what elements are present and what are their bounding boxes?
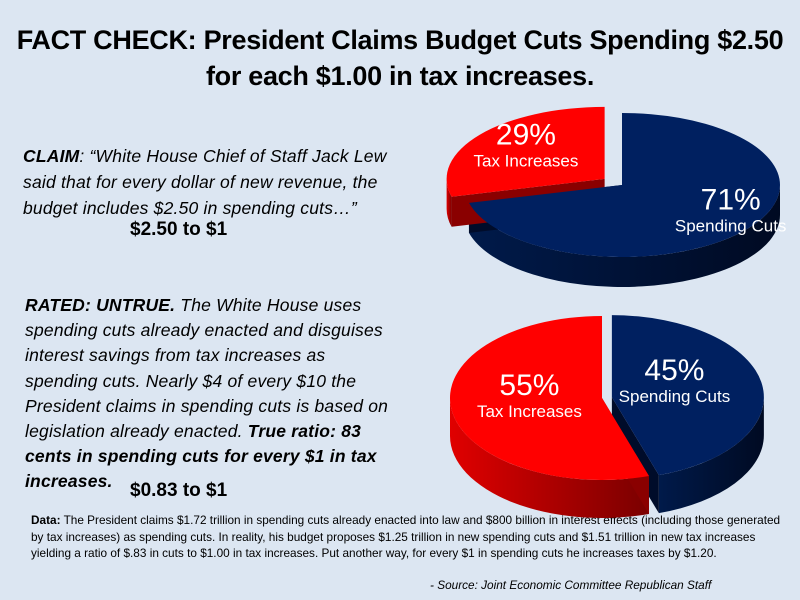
rating-true-ratio: True ratio: 83 cents in spending cuts fo… <box>25 421 377 492</box>
claim-quote: : “White House Chief of Staff Jack Lew s… <box>23 146 387 218</box>
pie-pct-label-spending-cuts: 45% <box>644 354 704 387</box>
title-line-1: FACT CHECK: President Claims Budget Cuts… <box>16 25 784 55</box>
rating-label: RATED: UNTRUE. <box>25 295 176 315</box>
pie-slice-spending-cuts <box>468 113 780 257</box>
pie-pct-label-tax-increases: 55% <box>499 369 559 402</box>
claim-label: CLAIM <box>23 146 80 166</box>
data-note: Data: The President claims $1.72 trillio… <box>31 512 791 562</box>
rating-explanation: The White House uses spending cuts alrea… <box>25 295 389 442</box>
pie-pct-label-spending-cuts: 71% <box>701 183 761 216</box>
pie-side-tax-increases <box>450 398 649 518</box>
source-credit: - Source: Joint Economic Committee Repub… <box>430 578 712 592</box>
pie-slice-spending-cuts <box>611 315 764 476</box>
pie-slice-tax-increases <box>446 106 605 197</box>
pie-category-label-spending-cuts: Spending Cuts <box>675 216 787 235</box>
pie-side-tax-increases <box>446 178 452 227</box>
claim-text: CLAIM: “White House Chief of Staff Jack … <box>23 143 393 221</box>
data-note-text: The President claims $1.72 trillion in s… <box>31 513 781 560</box>
true-ratio: $0.83 to $1 <box>130 480 228 501</box>
data-note-label: Data: <box>31 513 61 527</box>
pie-category-label-spending-cuts: Spending Cuts <box>619 387 731 406</box>
pie-side-spending-cuts <box>658 397 764 514</box>
pie-slice-tax-increases <box>449 316 649 480</box>
pie-chart-true: 45%Spending Cuts 55%Tax Increases <box>449 315 764 518</box>
pie-side-spending-cuts <box>468 185 780 287</box>
pie-category-label-tax-increases: Tax Increases <box>477 402 582 421</box>
title-line-2: for each $1.00 in tax increases. <box>205 61 595 91</box>
page-title: FACT CHECK: President Claims Budget Cuts… <box>0 22 800 94</box>
claimed-ratio: $2.50 to $1 <box>130 219 228 240</box>
pie-category-label-tax-increases: Tax Increases <box>474 152 579 171</box>
rating-text: RATED: UNTRUE. The White House uses spen… <box>25 293 400 495</box>
pie-pct-label-tax-increases: 29% <box>496 119 556 152</box>
pie-chart-claimed: 71%Spending Cuts 29%Tax Increases <box>446 106 787 287</box>
